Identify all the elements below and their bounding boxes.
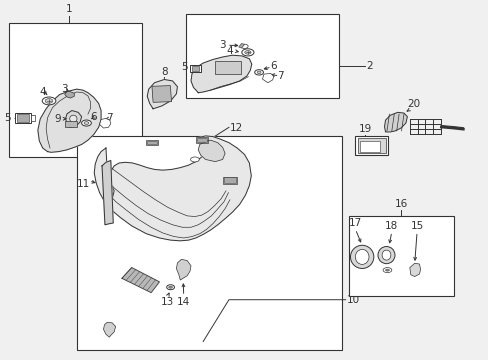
Bar [348, 216, 453, 296]
Text: 13: 13 [161, 297, 174, 307]
Text: 7: 7 [276, 71, 283, 81]
Bar [196, 137, 207, 143]
Ellipse shape [241, 44, 247, 49]
Text: 2: 2 [366, 61, 372, 71]
Ellipse shape [382, 267, 391, 273]
Polygon shape [262, 73, 273, 83]
Bar [215, 61, 240, 74]
Text: 3: 3 [61, 84, 68, 94]
Ellipse shape [377, 247, 394, 264]
Bar [186, 14, 339, 98]
Ellipse shape [42, 97, 56, 105]
Polygon shape [103, 322, 116, 337]
Text: 14: 14 [177, 297, 190, 307]
Bar [146, 140, 158, 145]
Ellipse shape [244, 51, 250, 54]
Bar [223, 177, 236, 183]
Text: 17: 17 [348, 218, 361, 228]
Polygon shape [100, 118, 111, 128]
Ellipse shape [168, 286, 172, 288]
Bar [152, 86, 171, 102]
Bar [15, 113, 30, 123]
Polygon shape [38, 89, 101, 152]
Ellipse shape [70, 115, 77, 122]
Text: 6: 6 [270, 61, 276, 71]
Polygon shape [384, 112, 407, 132]
Text: 15: 15 [409, 221, 423, 231]
Bar [190, 65, 201, 72]
Text: 1: 1 [65, 4, 72, 14]
Text: 5: 5 [4, 113, 11, 123]
Ellipse shape [45, 99, 53, 103]
Bar [191, 66, 199, 71]
Text: 19: 19 [358, 125, 371, 135]
Text: 6: 6 [90, 112, 97, 122]
Ellipse shape [254, 70, 263, 75]
Bar [360, 141, 379, 152]
Bar [17, 114, 29, 122]
Text: 8: 8 [161, 67, 167, 77]
Ellipse shape [381, 250, 390, 260]
Bar [358, 138, 385, 153]
Ellipse shape [355, 249, 368, 264]
Text: 4: 4 [226, 46, 233, 56]
Polygon shape [191, 55, 251, 93]
Text: 7: 7 [106, 113, 112, 123]
Bar [147, 140, 157, 144]
Polygon shape [122, 267, 159, 293]
Polygon shape [409, 263, 420, 276]
Text: 20: 20 [407, 99, 419, 109]
Bar [9, 23, 142, 157]
Text: 11: 11 [76, 179, 89, 189]
Bar [355, 135, 387, 155]
Text: 16: 16 [394, 199, 407, 210]
Bar [77, 135, 341, 350]
Bar [64, 121, 77, 127]
Bar [222, 176, 237, 184]
Ellipse shape [242, 49, 253, 56]
Ellipse shape [166, 285, 174, 290]
Text: 12: 12 [229, 123, 243, 134]
Ellipse shape [257, 71, 261, 73]
Text: 3: 3 [219, 40, 225, 50]
Polygon shape [64, 92, 74, 98]
Polygon shape [147, 80, 177, 109]
Text: 10: 10 [346, 295, 359, 305]
Ellipse shape [350, 245, 373, 269]
Ellipse shape [84, 122, 89, 125]
Polygon shape [102, 161, 113, 225]
Bar [197, 138, 206, 142]
Text: 18: 18 [385, 221, 398, 231]
Polygon shape [198, 140, 224, 162]
Polygon shape [238, 44, 244, 48]
Ellipse shape [190, 157, 199, 162]
Text: 9: 9 [54, 114, 61, 124]
Text: 5: 5 [181, 62, 187, 72]
Ellipse shape [81, 120, 91, 126]
Polygon shape [94, 136, 251, 241]
Ellipse shape [385, 269, 388, 271]
Bar [30, 115, 35, 121]
Polygon shape [65, 111, 81, 127]
Text: 4: 4 [40, 87, 46, 96]
Polygon shape [176, 260, 191, 280]
